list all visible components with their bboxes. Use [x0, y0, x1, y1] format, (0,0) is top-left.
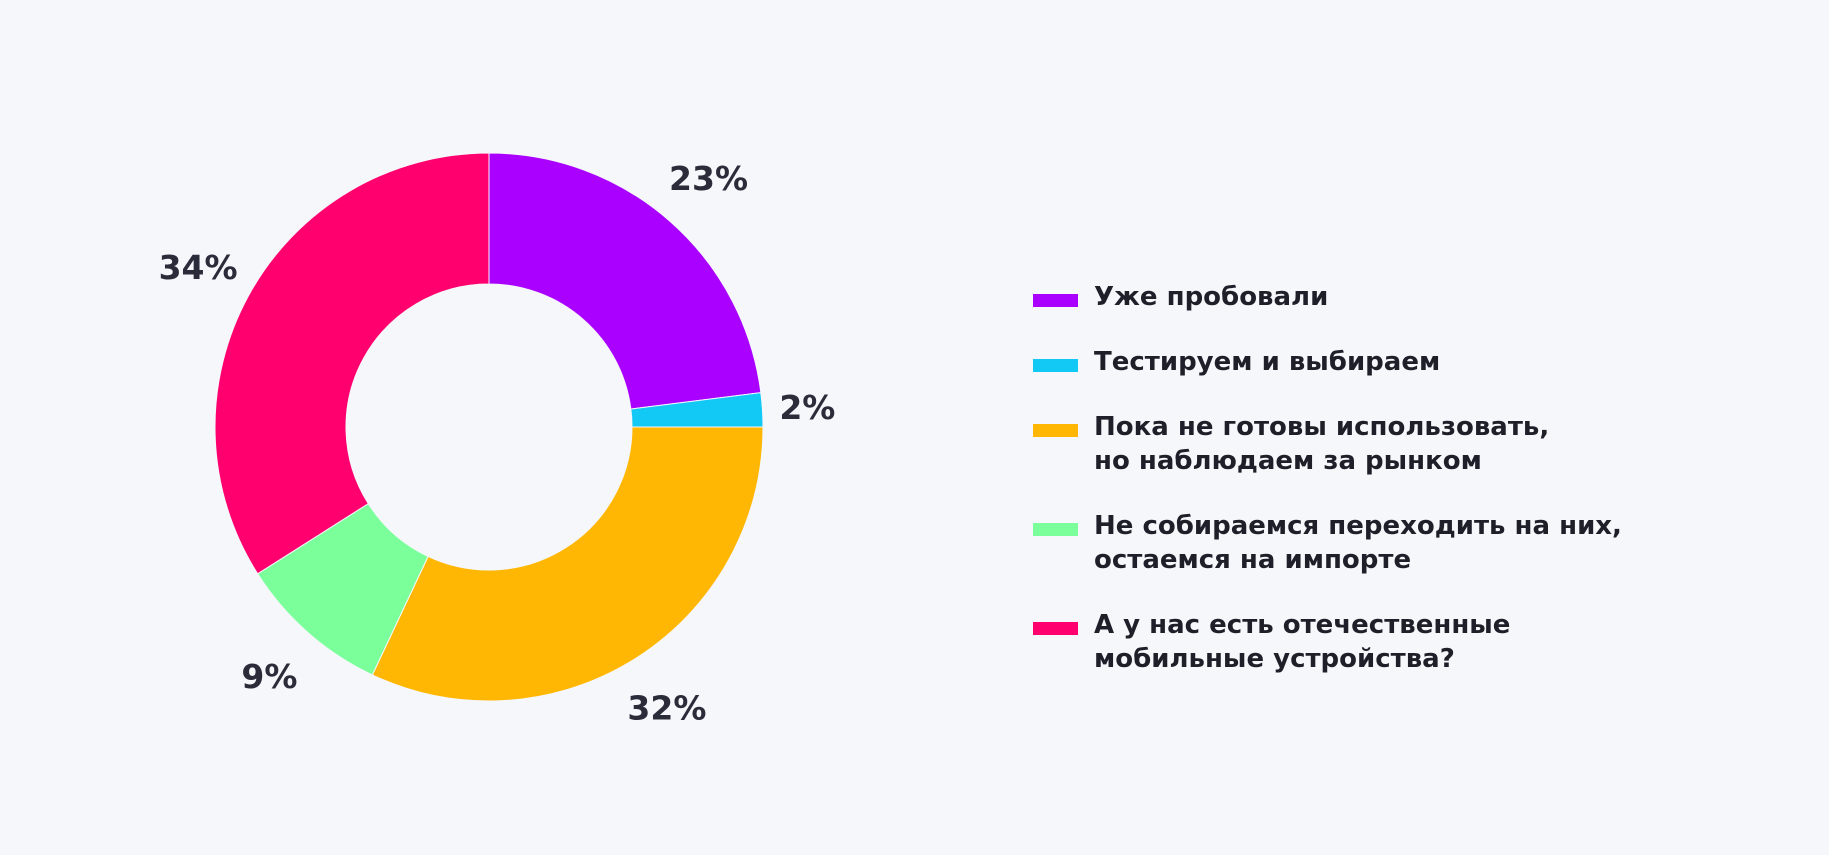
- legend-label-import: Не собираемся переходить на них, остаемс…: [1094, 511, 1622, 575]
- donut-chart: 23% 2% 32% 9% 34%: [159, 152, 835, 727]
- legend-label-testing: Тестируем и выбираем: [1094, 347, 1441, 377]
- legend-swatch-domestic: [1033, 622, 1078, 635]
- legend-swatch-watching: [1033, 424, 1078, 437]
- legend-label-watching: Пока не готовы использовать, но наблюдае…: [1094, 412, 1550, 476]
- slice-label-testing: 2%: [779, 388, 835, 427]
- legend-item-import: Не собираемся переходить на них, остаемс…: [1033, 509, 1793, 577]
- slice-domestic: [214, 152, 490, 575]
- slice-watching: [371, 426, 764, 702]
- legend: Уже пробовали Тестируем и выбираем Пока …: [1033, 280, 1793, 707]
- slice-label-tried: 23%: [669, 159, 748, 198]
- legend-label-tried: Уже пробовали: [1094, 282, 1329, 312]
- slice-label-watching: 32%: [627, 688, 706, 727]
- legend-item-domestic: А у нас есть отечественные мобильные уст…: [1033, 608, 1793, 676]
- legend-swatch-tried: [1033, 294, 1078, 307]
- legend-item-watching: Пока не готовы использовать, но наблюдае…: [1033, 410, 1793, 478]
- legend-swatch-testing: [1033, 359, 1078, 372]
- legend-item-testing: Тестируем и выбираем: [1033, 345, 1793, 379]
- legend-swatch-import: [1033, 523, 1078, 536]
- legend-item-tried: Уже пробовали: [1033, 280, 1793, 314]
- slice-label-import: 9%: [241, 657, 297, 696]
- slice-tried: [488, 152, 762, 410]
- slice-label-domestic: 34%: [159, 248, 238, 287]
- legend-label-domestic: А у нас есть отечественные мобильные уст…: [1094, 610, 1511, 674]
